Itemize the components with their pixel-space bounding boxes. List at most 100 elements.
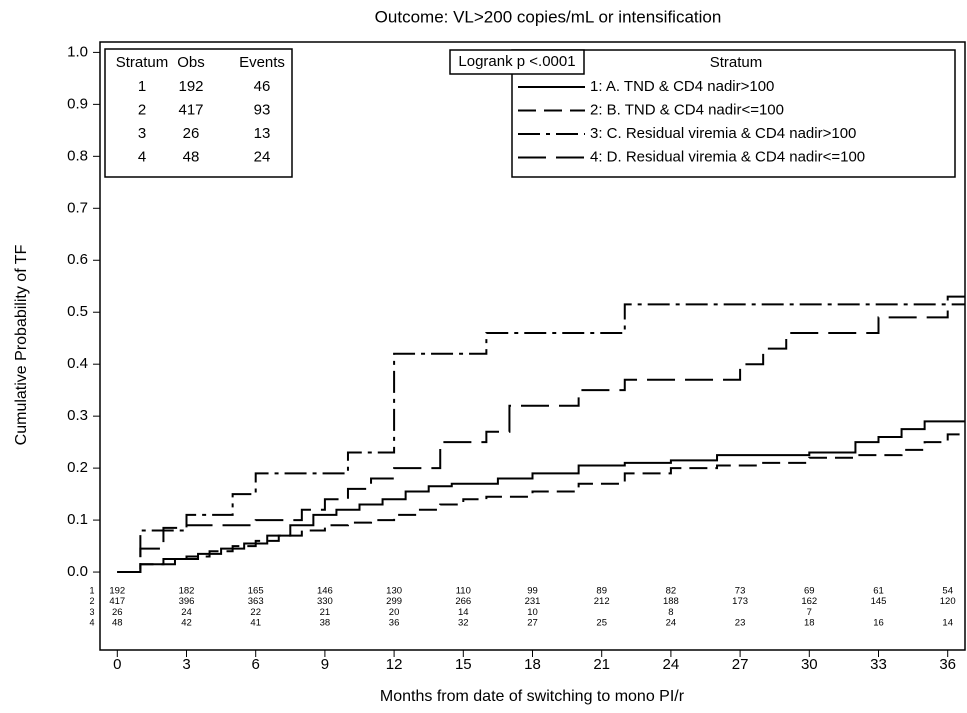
stats-header: Events: [239, 54, 285, 71]
risk-count: 21: [320, 607, 331, 618]
risk-count: 330: [317, 596, 333, 607]
risk-count: 231: [525, 596, 541, 607]
risk-count: 162: [801, 596, 817, 607]
risk-count: 110: [456, 586, 471, 597]
x-tick-label: 15: [455, 656, 472, 673]
risk-count: 173: [732, 596, 748, 607]
chart-title: Outcome: VL>200 copies/mL or intensifica…: [375, 7, 722, 26]
risk-count: 363: [248, 596, 264, 607]
x-tick-label: 3: [182, 656, 190, 673]
stats-cell: 26: [183, 125, 200, 142]
risk-count: 24: [666, 618, 677, 629]
risk-row-label: 1: [89, 585, 94, 595]
risk-count: 120: [940, 596, 956, 607]
stats-cell: 2: [138, 101, 146, 118]
risk-count: 54: [942, 586, 953, 597]
risk-count: 22: [250, 607, 261, 618]
risk-count: 89: [596, 586, 607, 597]
risk-count: 38: [320, 618, 331, 629]
risk-row-label: 2: [89, 596, 94, 606]
km-curve: [117, 303, 965, 574]
y-tick-label: 1.0: [67, 43, 88, 60]
risk-count: 188: [663, 596, 679, 607]
risk-count: 24: [181, 607, 192, 618]
risk-count: 7: [807, 607, 812, 618]
logrank-box: [449, 49, 585, 75]
km-curve: [117, 433, 965, 574]
stats-cell: 46: [254, 78, 271, 95]
risk-count: 69: [804, 586, 815, 597]
risk-count: 41: [250, 618, 261, 629]
x-tick-label: 33: [870, 656, 887, 673]
risk-count: 82: [666, 586, 677, 597]
y-tick-label: 0.2: [67, 459, 88, 476]
stats-cell: 1: [138, 78, 146, 95]
y-tick-label: 0.6: [67, 251, 88, 268]
risk-count: 146: [317, 586, 333, 597]
legend-label: 4: D. Residual viremia & CD4 nadir<=100: [590, 148, 865, 165]
risk-count: 73: [735, 586, 746, 597]
risk-count: 130: [386, 586, 402, 597]
y-tick-label: 0.0: [67, 563, 88, 580]
risk-row-label: 3: [89, 607, 94, 617]
risk-count: 299: [386, 596, 402, 607]
risk-count: 16: [873, 618, 884, 629]
legend-label: 2: B. TND & CD4 nadir<=100: [590, 101, 784, 118]
y-tick-label: 0.5: [67, 303, 88, 320]
risk-count: 192: [109, 586, 125, 597]
x-tick-label: 21: [593, 656, 610, 673]
stats-cell: 3: [138, 125, 146, 142]
logrank-annotation: Logrank p <.0001: [458, 53, 575, 70]
y-axis-label: Cumulative Probability of TF: [13, 244, 30, 445]
legend-label: 1: A. TND & CD4 nadir>100: [590, 78, 774, 95]
stats-cell: 48: [183, 148, 200, 165]
risk-count: 266: [455, 596, 471, 607]
risk-count: 20: [389, 607, 400, 618]
stats-cell: 4: [138, 148, 146, 165]
x-tick-label: 12: [386, 656, 403, 673]
risk-count: 14: [942, 618, 953, 629]
risk-count: 10: [527, 607, 538, 618]
risk-count: 396: [179, 596, 195, 607]
risk-count: 99: [527, 586, 538, 597]
risk-count: 212: [594, 596, 610, 607]
stats-cell: 417: [178, 101, 203, 118]
stats-box: [104, 48, 293, 178]
stats-cell: 192: [178, 78, 203, 95]
km-curve: [117, 295, 965, 574]
legend-title: Stratum: [710, 54, 763, 71]
stats-header: Stratum: [116, 54, 169, 71]
legend-label: 3: C. Residual viremia & CD4 nadir>100: [590, 125, 856, 142]
stats-cell: 13: [254, 125, 271, 142]
risk-count: 182: [179, 586, 195, 597]
risk-count: 32: [458, 618, 469, 629]
y-tick-label: 0.8: [67, 147, 88, 164]
stats-header: Obs: [177, 54, 205, 71]
risk-count: 8: [668, 607, 673, 618]
km-curve: [117, 420, 965, 574]
y-tick-label: 0.9: [67, 95, 88, 112]
stats-cell: 24: [254, 148, 271, 165]
risk-row-label: 4: [89, 617, 94, 627]
x-tick-label: 24: [663, 656, 680, 673]
x-tick-label: 18: [524, 656, 541, 673]
y-tick-label: 0.1: [67, 511, 88, 528]
x-tick-label: 0: [113, 656, 121, 673]
x-tick-label: 27: [732, 656, 749, 673]
risk-count: 27: [527, 618, 538, 629]
risk-count: 145: [871, 596, 887, 607]
risk-count: 165: [248, 586, 264, 597]
x-tick-label: 9: [321, 656, 329, 673]
risk-count: 26: [112, 607, 123, 618]
risk-count: 42: [181, 618, 192, 629]
risk-count: 25: [596, 618, 607, 629]
y-tick-label: 0.4: [67, 355, 88, 372]
risk-count: 48: [112, 618, 123, 629]
y-tick-label: 0.3: [67, 407, 88, 424]
x-axis-label: Months from date of switching to mono PI…: [380, 688, 685, 705]
x-tick-label: 30: [801, 656, 818, 673]
y-tick-label: 0.7: [67, 199, 88, 216]
risk-count: 36: [389, 618, 400, 629]
legend-box: [511, 49, 956, 178]
